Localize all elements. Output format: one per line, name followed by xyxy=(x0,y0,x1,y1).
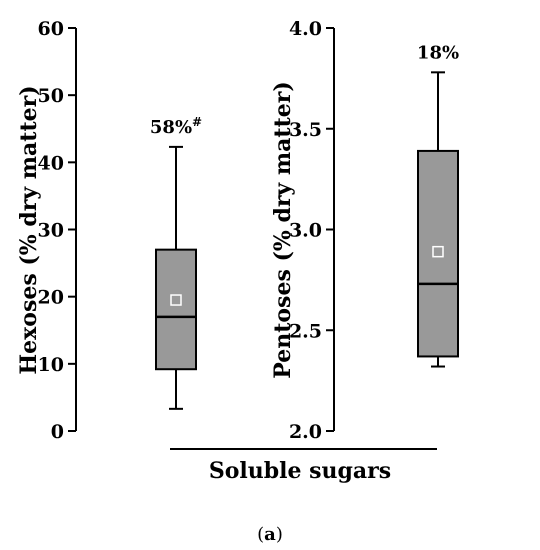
pentoses-y-ticks: 2.0 2.5 3.0 3.5 4.0 xyxy=(289,18,335,443)
pentoses-panel: Pentoses (% dry matter) 2.02.53.03.54.0 … xyxy=(270,18,459,443)
hexoses-y-ticks: 0 10 20 30 40 50 60 xyxy=(38,18,77,443)
hexoses-tick-label: 30 xyxy=(38,220,64,242)
pentoses-boxplot xyxy=(417,71,459,368)
hexoses-percentage-annotation: 58%# xyxy=(150,115,202,138)
hexoses-tick-label: 0 xyxy=(51,421,64,443)
hexoses-mean-marker xyxy=(170,294,182,306)
hexoses-panel: Hexoses (% dry matter) 0 10 20 30 40 50 60 58%… xyxy=(16,18,202,443)
hexoses-tick-label: 40 xyxy=(38,152,64,174)
pentoses-iqr-box xyxy=(417,149,459,358)
hexoses-annotation-superscript: # xyxy=(192,115,202,129)
hexoses-tick-label: 10 xyxy=(38,354,64,376)
hexoses-y-axis-label: Hexoses (% dry matter) xyxy=(16,85,42,374)
pentoses-tick-label: 4.0 xyxy=(289,18,322,40)
pentoses-tick-label: 2.5 xyxy=(289,320,322,342)
pentoses-mean-marker xyxy=(432,245,444,258)
hexoses-tick-label: 20 xyxy=(38,287,64,309)
figure-caption: (a) xyxy=(257,524,283,545)
hexoses-tick-label: 50 xyxy=(38,85,64,107)
pentoses-tick-label: 3.0 xyxy=(289,220,322,242)
pentoses-y-axis-label: Pentoses (% dry matter) xyxy=(270,81,296,378)
pentoses-tick-label: 2.0 xyxy=(289,421,322,443)
pentoses-tick-label: 3.5 xyxy=(289,119,322,141)
hexoses-boxplot xyxy=(155,145,197,410)
pentoses-percentage-annotation: 18% xyxy=(417,42,459,63)
hexoses-tick-label: 60 xyxy=(38,18,64,40)
group-label: Soluble sugars xyxy=(209,458,391,484)
hexoses-iqr-box xyxy=(155,248,197,371)
